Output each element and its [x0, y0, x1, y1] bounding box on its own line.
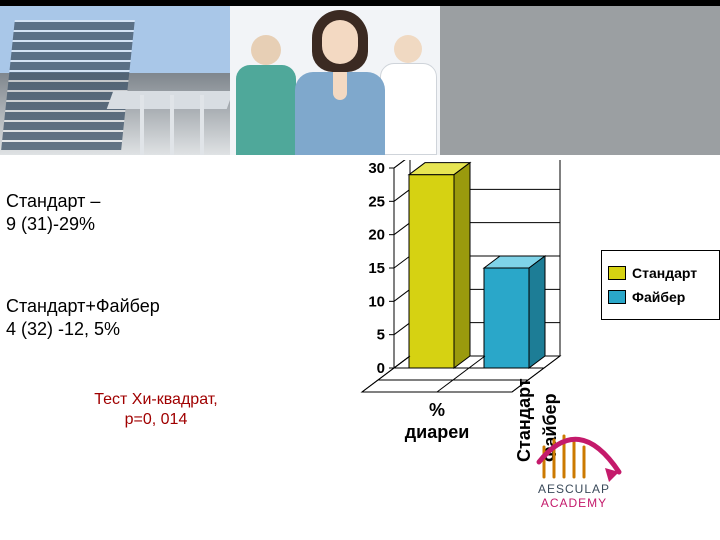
svg-text:30: 30 [368, 160, 385, 177]
chi-square-footer: Тест Хи-квадрат, р=0, 014 [6, 390, 306, 430]
legend-item: Файбер [608, 289, 713, 305]
logo-line2: ACADEMY [514, 496, 634, 510]
logo-line1: AESCULAP [514, 482, 634, 496]
legend-swatch [608, 266, 626, 280]
svg-text:5: 5 [377, 327, 385, 344]
group-standard: Стандарт – 9 (31)-29% [6, 190, 306, 235]
banner-building-photo [0, 6, 230, 155]
group-standard-fiber: Стандарт+Файбер 4 (32) -12, 5% [6, 295, 306, 340]
legend-swatch [608, 290, 626, 304]
banner-medical-staff-photo [230, 6, 440, 155]
legend-item: Стандарт [608, 265, 713, 281]
left-text-pane: Стандарт – 9 (31)-29% Стандарт+Файбер 4 … [6, 190, 306, 430]
bar-chart: 0 5 10 15 20 25 30%диареи Стандарт Файбер Станда… [340, 160, 720, 540]
svg-text:25: 25 [368, 193, 385, 210]
svg-text:10: 10 [368, 293, 385, 310]
group-standard-fiber-title: Стандарт+Файбер [6, 295, 306, 318]
legend-label: Стандарт [632, 265, 697, 281]
group-standard-fiber-value: 4 (32) -12, 5% [6, 318, 306, 341]
aesculap-academy-logo: AESCULAP ACADEMY [514, 432, 634, 510]
chi-square-test-label: Тест Хи-квадрат, [6, 390, 306, 410]
legend-label: Файбер [632, 289, 685, 305]
group-standard-value: 9 (31)-29% [6, 213, 306, 236]
svg-text:%: % [429, 400, 445, 420]
svg-text:0: 0 [377, 360, 385, 377]
svg-text:диареи: диареи [405, 422, 470, 442]
top-banner [0, 0, 720, 155]
group-standard-title: Стандарт – [6, 190, 306, 213]
chart-legend: Стандарт Файбер [601, 250, 720, 320]
banner-grey-block [440, 6, 720, 155]
chi-square-p-value: р=0, 014 [6, 410, 306, 430]
svg-text:15: 15 [368, 260, 385, 277]
svg-text:20: 20 [368, 227, 385, 244]
